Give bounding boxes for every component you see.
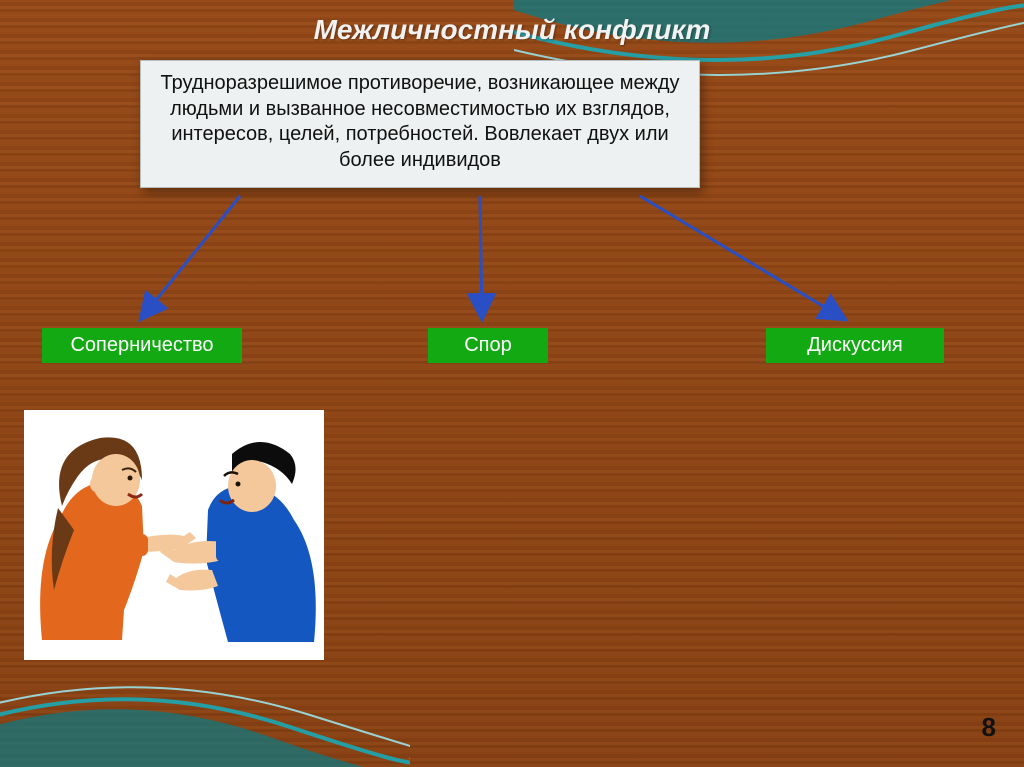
arguing-people-illustration [24, 410, 324, 660]
branch-box-2: Спор [428, 328, 548, 363]
branch-box-1: Соперничество [42, 328, 242, 363]
slide: Межличностный конфликт Трудноразрешимое … [0, 0, 1024, 767]
branch-box-3: Дискуссия [766, 328, 944, 363]
page-number: 8 [982, 712, 996, 743]
